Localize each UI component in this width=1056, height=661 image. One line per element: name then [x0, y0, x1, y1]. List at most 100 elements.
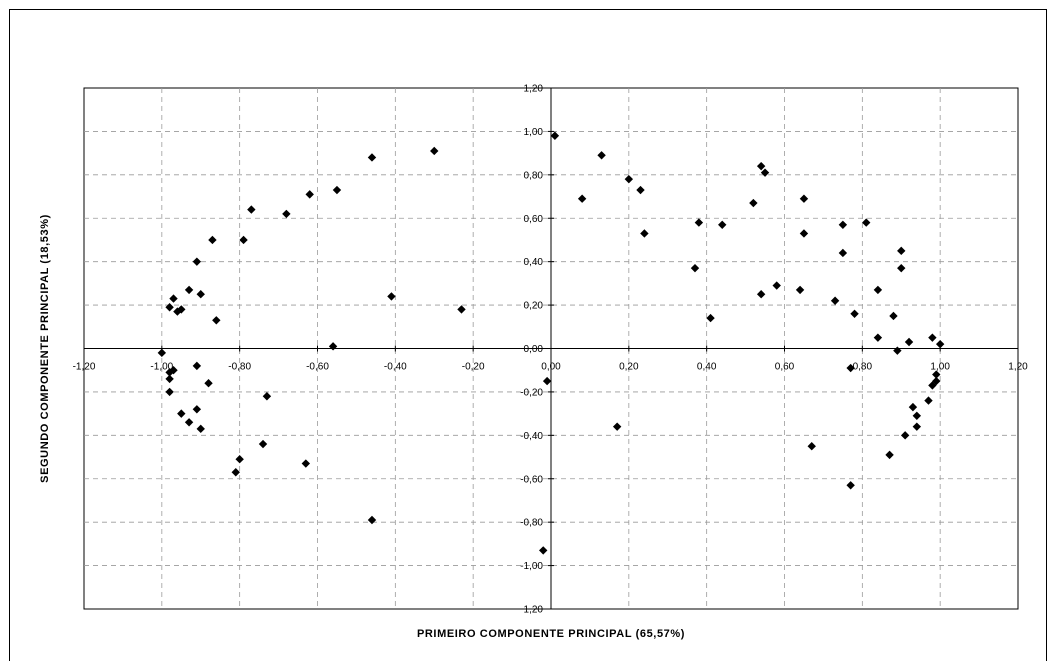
x-tick-label: 0,80	[853, 362, 873, 373]
y-tick-label: -0,80	[520, 518, 543, 529]
data-point	[912, 411, 922, 420]
y-tick-label: -0,60	[520, 474, 543, 485]
data-point	[262, 392, 272, 401]
data-point	[550, 131, 560, 140]
y-tick-label: -0,40	[520, 431, 543, 442]
data-point	[636, 185, 645, 195]
data-point	[332, 185, 342, 195]
data-point	[235, 455, 244, 464]
x-tick-label: 0,20	[619, 362, 639, 373]
data-point	[577, 194, 587, 203]
data-point	[367, 515, 377, 525]
data-point	[247, 205, 256, 214]
data-point	[387, 292, 396, 301]
data-point	[169, 366, 178, 375]
data-point	[239, 235, 248, 245]
data-point	[756, 290, 766, 299]
data-point	[893, 346, 902, 355]
data-point	[169, 294, 178, 303]
data-point	[850, 309, 859, 318]
data-point	[932, 370, 941, 379]
data-point	[862, 218, 871, 227]
data-point	[912, 422, 922, 431]
data-point	[192, 405, 202, 414]
y-tick-label: -0,20	[520, 387, 543, 398]
data-point	[157, 348, 167, 358]
y-tick-label: 1,00	[524, 127, 544, 138]
data-point	[846, 363, 855, 373]
data-point	[196, 424, 205, 434]
data-point	[807, 441, 816, 451]
data-point	[846, 481, 855, 490]
data-point	[795, 285, 805, 295]
data-point	[772, 281, 781, 290]
data-point	[694, 218, 704, 227]
data-point	[624, 174, 634, 184]
data-point	[328, 342, 338, 351]
x-tick-labels: -1,20 -1,00 -0,80 -0,60 -0,40 -0,20 0,00 0,20 0,…	[73, 362, 1029, 373]
x-tick-label: -0,40	[384, 362, 407, 373]
data-point	[231, 468, 240, 477]
data-point	[177, 305, 186, 314]
data-point	[282, 209, 291, 219]
x-tick-label: -0,60	[306, 362, 329, 373]
y-tick-labels: 1,20 1,00 0,80 0,60 0,40 0,20 0,00 -0,20 -0,40 -0…	[520, 84, 543, 616]
data-point	[932, 376, 941, 386]
data-point	[192, 257, 202, 266]
data-point	[165, 368, 174, 377]
data-point	[367, 153, 377, 162]
x-tick-label: 0,40	[697, 362, 717, 373]
data-point	[749, 198, 758, 208]
data-point	[204, 379, 213, 388]
data-point	[900, 431, 910, 440]
data-point	[165, 303, 174, 312]
data-point	[196, 290, 205, 299]
data-point	[165, 387, 174, 397]
x-tick-label: -0,20	[462, 362, 485, 373]
x-tick-label: -1,20	[73, 362, 96, 373]
data-point	[305, 190, 314, 199]
y-tick-label: 1,20	[524, 84, 544, 95]
data-point	[830, 296, 840, 305]
data-point	[904, 337, 914, 347]
data-point	[184, 285, 194, 295]
x-tick-label: 1,20	[1008, 362, 1028, 373]
data-point	[760, 168, 770, 177]
y-tick-label: 0,60	[524, 214, 544, 225]
data-point	[885, 450, 894, 460]
data-point	[597, 151, 606, 160]
data-point	[799, 194, 809, 203]
data-point	[908, 402, 918, 412]
data-point	[873, 333, 883, 342]
x-tick-label: 1,00	[930, 362, 950, 373]
data-point	[928, 333, 937, 342]
data-point	[706, 313, 715, 323]
data-point	[897, 263, 906, 273]
data-point	[208, 235, 217, 245]
data-point	[640, 229, 649, 238]
data-point	[165, 374, 174, 384]
data-points	[157, 131, 945, 555]
data-point	[612, 422, 622, 431]
data-point	[301, 459, 311, 468]
data-point	[924, 396, 933, 405]
data-point	[184, 418, 194, 427]
y-axis-title: SEGUNDO COMPONENTE PRINCIPAL (18,53%)	[39, 214, 51, 483]
data-point	[192, 361, 202, 371]
x-tick-label: -0,80	[228, 362, 251, 373]
y-tick-label: -1,00	[520, 561, 543, 572]
data-point	[897, 246, 906, 256]
axes	[83, 87, 1019, 610]
data-point	[457, 305, 466, 314]
gridlines	[84, 88, 1018, 609]
y-tick-label: 0,20	[524, 301, 544, 312]
data-point	[838, 220, 848, 229]
data-point	[889, 311, 898, 321]
data-point	[799, 229, 809, 238]
y-tick-label: 0,00	[524, 344, 544, 355]
x-tick-label: 0,00	[541, 362, 561, 373]
data-point	[718, 220, 727, 229]
y-tick-label: 0,80	[524, 170, 544, 181]
x-tick-label: -1,00	[150, 362, 173, 373]
